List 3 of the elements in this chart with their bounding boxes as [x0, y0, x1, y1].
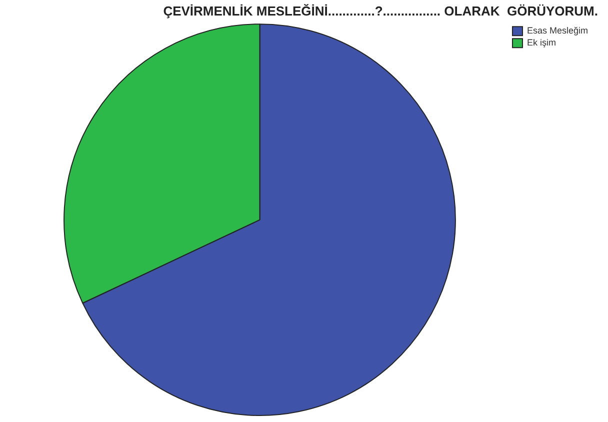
chart-title: ÇEVİRMENLİK MESLEĞİNİ.............?................ OLARAK GÖRÜYORUM. — [163, 3, 598, 18]
legend-label: Ek işim — [526, 38, 556, 48]
legend-label: Esas Mesleğim — [526, 26, 588, 36]
